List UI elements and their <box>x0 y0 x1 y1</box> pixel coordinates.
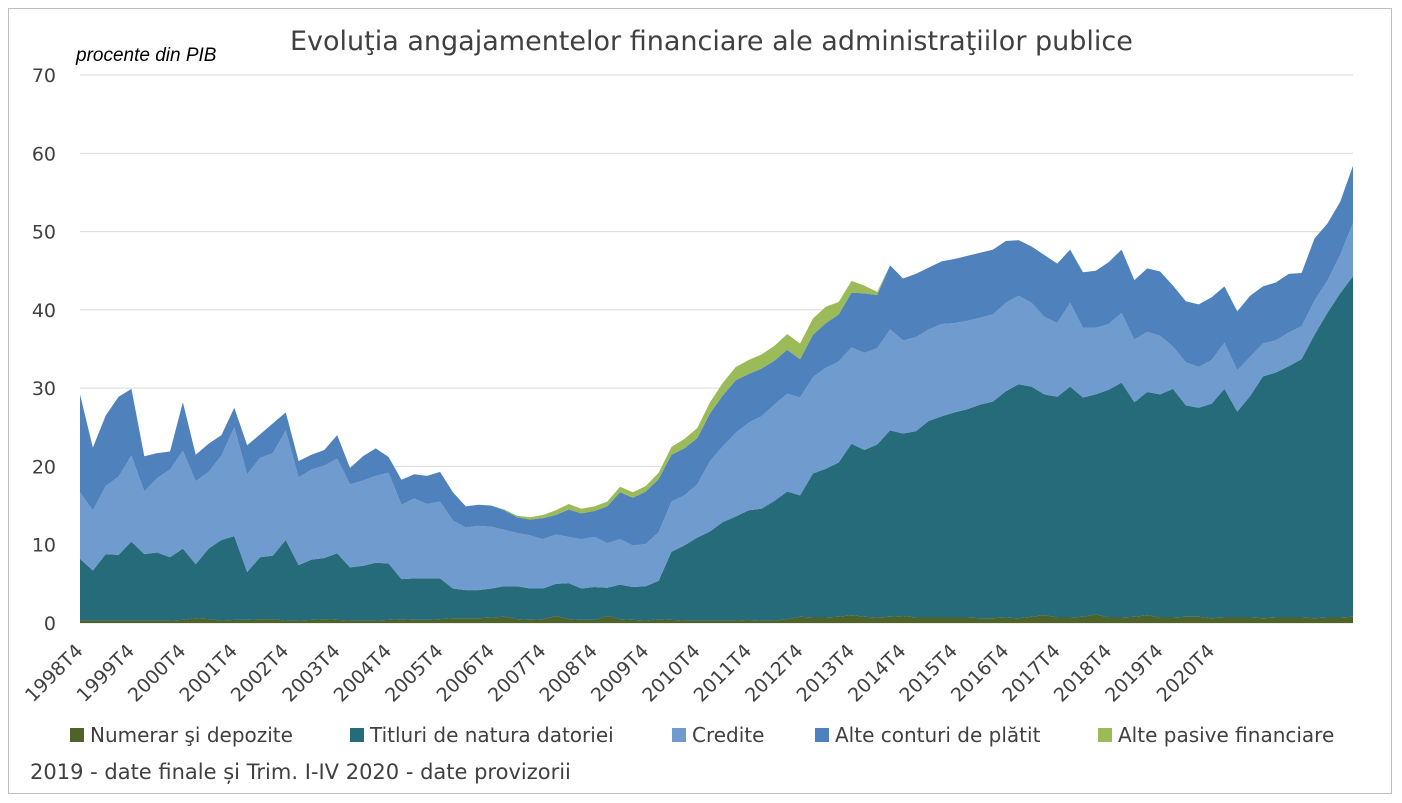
y-tick-label: 60 <box>32 143 56 165</box>
legend-swatch <box>672 728 686 742</box>
legend-swatch <box>1098 728 1112 742</box>
legend-item-alte-conturi: Alte conturi de plătit <box>815 723 1041 747</box>
legend-item-numerar: Numerar şi depozite <box>70 723 293 747</box>
y-tick-label: 0 <box>44 613 56 635</box>
chart-title: Evoluţia angajamentelor financiare ale a… <box>290 26 1133 57</box>
area-alte-conturi <box>80 165 1353 546</box>
x-axis-ticks: 1998T41999T42000T42001T42002T42003T42004… <box>21 640 1219 707</box>
x-tick-label: 2020T4 <box>1153 640 1220 707</box>
legend-label: Numerar şi depozite <box>90 723 293 747</box>
legend-label: Titluri de natura datoriei <box>369 723 614 747</box>
y-tick-label: 70 <box>32 65 56 87</box>
area-credite <box>80 222 1353 591</box>
y-tick-label: 10 <box>32 535 56 557</box>
area-numerar-depozite <box>80 614 1353 623</box>
data-footnote: 2019 - date finale și Trim. I-IV 2020 - … <box>30 760 571 784</box>
y-tick-label: 30 <box>32 378 56 400</box>
legend-label: Alte pasive financiare <box>1118 723 1334 747</box>
chart-frame <box>8 8 1392 794</box>
y-axis-unit-label: procente din PIB <box>76 45 217 66</box>
legend-item-alte-pasive: Alte pasive financiare <box>1098 723 1334 747</box>
y-tick-label: 50 <box>32 222 56 244</box>
legend-swatch <box>815 728 829 742</box>
area-series <box>80 165 1353 623</box>
legend-item-credite: Credite <box>672 723 764 747</box>
legend-label: Alte conturi de plătit <box>835 723 1041 747</box>
legend: Numerar şi depozite Titluri de natura dat… <box>70 723 1334 747</box>
legend-swatch <box>350 728 364 742</box>
legend-label: Credite <box>692 723 764 747</box>
area-titluri-datorie <box>80 276 1353 621</box>
y-tick-label: 40 <box>32 300 56 322</box>
legend-item-titluri: Titluri de natura datoriei <box>350 723 614 747</box>
y-axis-ticks: 0 10 20 30 40 50 60 70 <box>32 65 56 635</box>
y-tick-label: 20 <box>32 456 56 478</box>
legend-swatch <box>70 728 84 742</box>
